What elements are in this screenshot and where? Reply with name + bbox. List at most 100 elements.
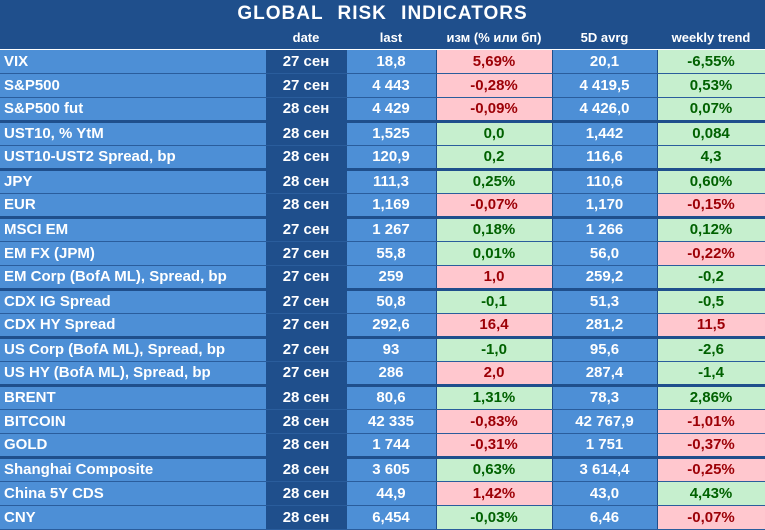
date-cell: 27 сен — [266, 265, 347, 291]
indicator-name: UST10-UST2 Spread, bp — [0, 145, 267, 171]
last-value-cell: 292,6 — [346, 313, 437, 339]
indicator-name: S&P500 fut — [0, 97, 267, 123]
last-value-cell: 4 429 — [346, 97, 437, 123]
date-cell: 27 сен — [266, 313, 347, 339]
last-value-cell: 120,9 — [346, 145, 437, 171]
table-row: EM FX (JPM) 27 сен 55,8 0,01% 56,0 -0,22% — [0, 241, 765, 266]
change-cell: 0,63% — [436, 457, 553, 482]
change-cell: -0,07% — [436, 193, 553, 219]
last-value-cell: 50,8 — [346, 289, 437, 314]
five-day-avg-cell: 20,1 — [552, 49, 658, 74]
five-day-avg-cell: 4 419,5 — [552, 73, 658, 98]
weekly-trend-cell: 0,084 — [657, 121, 765, 146]
weekly-trend-cell: -0,37% — [657, 433, 765, 459]
date-cell: 27 сен — [266, 73, 347, 98]
table-row: US HY (BofA ML), Spread, bp 27 сен 286 2,0 2… — [0, 361, 765, 387]
table-row: US Corp (BofA ML), Spread, bp 27 сен 93 -1,… — [0, 337, 765, 362]
last-value-cell: 55,8 — [346, 241, 437, 266]
table-row: BRENT 28 сен 80,6 1,31% 78,3 2,86% — [0, 385, 765, 410]
five-day-avg-cell: 4 426,0 — [552, 97, 658, 123]
change-cell: 1,0 — [436, 265, 553, 291]
weekly-trend-cell: 11,5 — [657, 313, 765, 339]
column-header-name — [0, 27, 267, 50]
indicator-name: MSCI EM — [0, 217, 267, 242]
date-cell: 28 сен — [266, 505, 347, 530]
last-value-cell: 18,8 — [346, 49, 437, 74]
weekly-trend-cell: -1,01% — [657, 409, 765, 434]
table-row: CDX HY Spread 27 сен 292,6 16,4 281,2 11,5 — [0, 313, 765, 339]
change-cell: -0,1 — [436, 289, 553, 314]
indicator-name: BITCOIN — [0, 409, 267, 434]
five-day-avg-cell: 43,0 — [552, 481, 658, 506]
date-cell: 27 сен — [266, 337, 347, 362]
date-cell: 27 сен — [266, 217, 347, 242]
change-cell: -0,03% — [436, 505, 553, 530]
change-cell: 16,4 — [436, 313, 553, 339]
indicator-name: EM FX (JPM) — [0, 241, 267, 266]
weekly-trend-cell: -0,2 — [657, 265, 765, 291]
table-row: S&P500 fut 28 сен 4 429 -0,09% 4 426,0 0,07% — [0, 97, 765, 123]
five-day-avg-cell: 116,6 — [552, 145, 658, 171]
date-cell: 27 сен — [266, 289, 347, 314]
weekly-trend-cell: -0,5 — [657, 289, 765, 314]
five-day-avg-cell: 281,2 — [552, 313, 658, 339]
last-value-cell: 3 605 — [346, 457, 437, 482]
date-cell: 28 сен — [266, 145, 347, 171]
change-cell: 5,69% — [436, 49, 553, 74]
date-cell: 28 сен — [266, 193, 347, 219]
five-day-avg-cell: 110,6 — [552, 169, 658, 194]
weekly-trend-cell: 0,12% — [657, 217, 765, 242]
date-cell: 28 сен — [266, 385, 347, 410]
table-row: Shanghai Composite 28 сен 3 605 0,63% 3 614,… — [0, 457, 765, 482]
last-value-cell: 80,6 — [346, 385, 437, 410]
table-row: JPY 28 сен 111,3 0,25% 110,6 0,60% — [0, 169, 765, 194]
weekly-trend-cell: -0,25% — [657, 457, 765, 482]
table-row: GOLD 28 сен 1 744 -0,31% 1 751 -0,37% — [0, 433, 765, 459]
risk-indicators-table: date last изм (% или бп) 5D avrg weekly … — [0, 27, 765, 530]
indicator-name: US HY (BofA ML), Spread, bp — [0, 361, 267, 387]
change-cell: 1,42% — [436, 481, 553, 506]
indicator-name: CDX HY Spread — [0, 313, 267, 339]
five-day-avg-cell: 78,3 — [552, 385, 658, 410]
last-value-cell: 259 — [346, 265, 437, 291]
change-cell: 0,25% — [436, 169, 553, 194]
column-header-change: изм (% или бп) — [436, 27, 553, 50]
five-day-avg-cell: 51,3 — [552, 289, 658, 314]
five-day-avg-cell: 1 751 — [552, 433, 658, 459]
five-day-avg-cell: 3 614,4 — [552, 457, 658, 482]
change-cell: -0,31% — [436, 433, 553, 459]
weekly-trend-cell: -0,07% — [657, 505, 765, 530]
date-cell: 27 сен — [266, 361, 347, 387]
five-day-avg-cell: 1 266 — [552, 217, 658, 242]
change-cell: -0,09% — [436, 97, 553, 123]
last-value-cell: 286 — [346, 361, 437, 387]
date-cell: 27 сен — [266, 241, 347, 266]
date-cell: 28 сен — [266, 481, 347, 506]
table-row: UST10-UST2 Spread, bp 28 сен 120,9 0,2 116,6… — [0, 145, 765, 171]
table-row: S&P500 27 сен 4 443 -0,28% 4 419,5 0,53% — [0, 73, 765, 98]
change-cell: 0,0 — [436, 121, 553, 146]
five-day-avg-cell: 1,442 — [552, 121, 658, 146]
indicator-name: S&P500 — [0, 73, 267, 98]
last-value-cell: 1,525 — [346, 121, 437, 146]
last-value-cell: 44,9 — [346, 481, 437, 506]
date-cell: 28 сен — [266, 409, 347, 434]
date-cell: 28 сен — [266, 457, 347, 482]
change-cell: 1,31% — [436, 385, 553, 410]
indicator-name: Shanghai Composite — [0, 457, 267, 482]
last-value-cell: 1,169 — [346, 193, 437, 219]
date-cell: 28 сен — [266, 433, 347, 459]
weekly-trend-cell: -2,6 — [657, 337, 765, 362]
last-value-cell: 111,3 — [346, 169, 437, 194]
column-header-5d-avg: 5D avrg — [552, 27, 658, 50]
five-day-avg-cell: 95,6 — [552, 337, 658, 362]
indicator-name: CDX IG Spread — [0, 289, 267, 314]
last-value-cell: 93 — [346, 337, 437, 362]
table-row: CNY 28 сен 6,454 -0,03% 6,46 -0,07% — [0, 505, 765, 530]
last-value-cell: 6,454 — [346, 505, 437, 530]
indicator-name: VIX — [0, 49, 267, 74]
last-value-cell: 42 335 — [346, 409, 437, 434]
date-cell: 28 сен — [266, 121, 347, 146]
weekly-trend-cell: 2,86% — [657, 385, 765, 410]
five-day-avg-cell: 56,0 — [552, 241, 658, 266]
